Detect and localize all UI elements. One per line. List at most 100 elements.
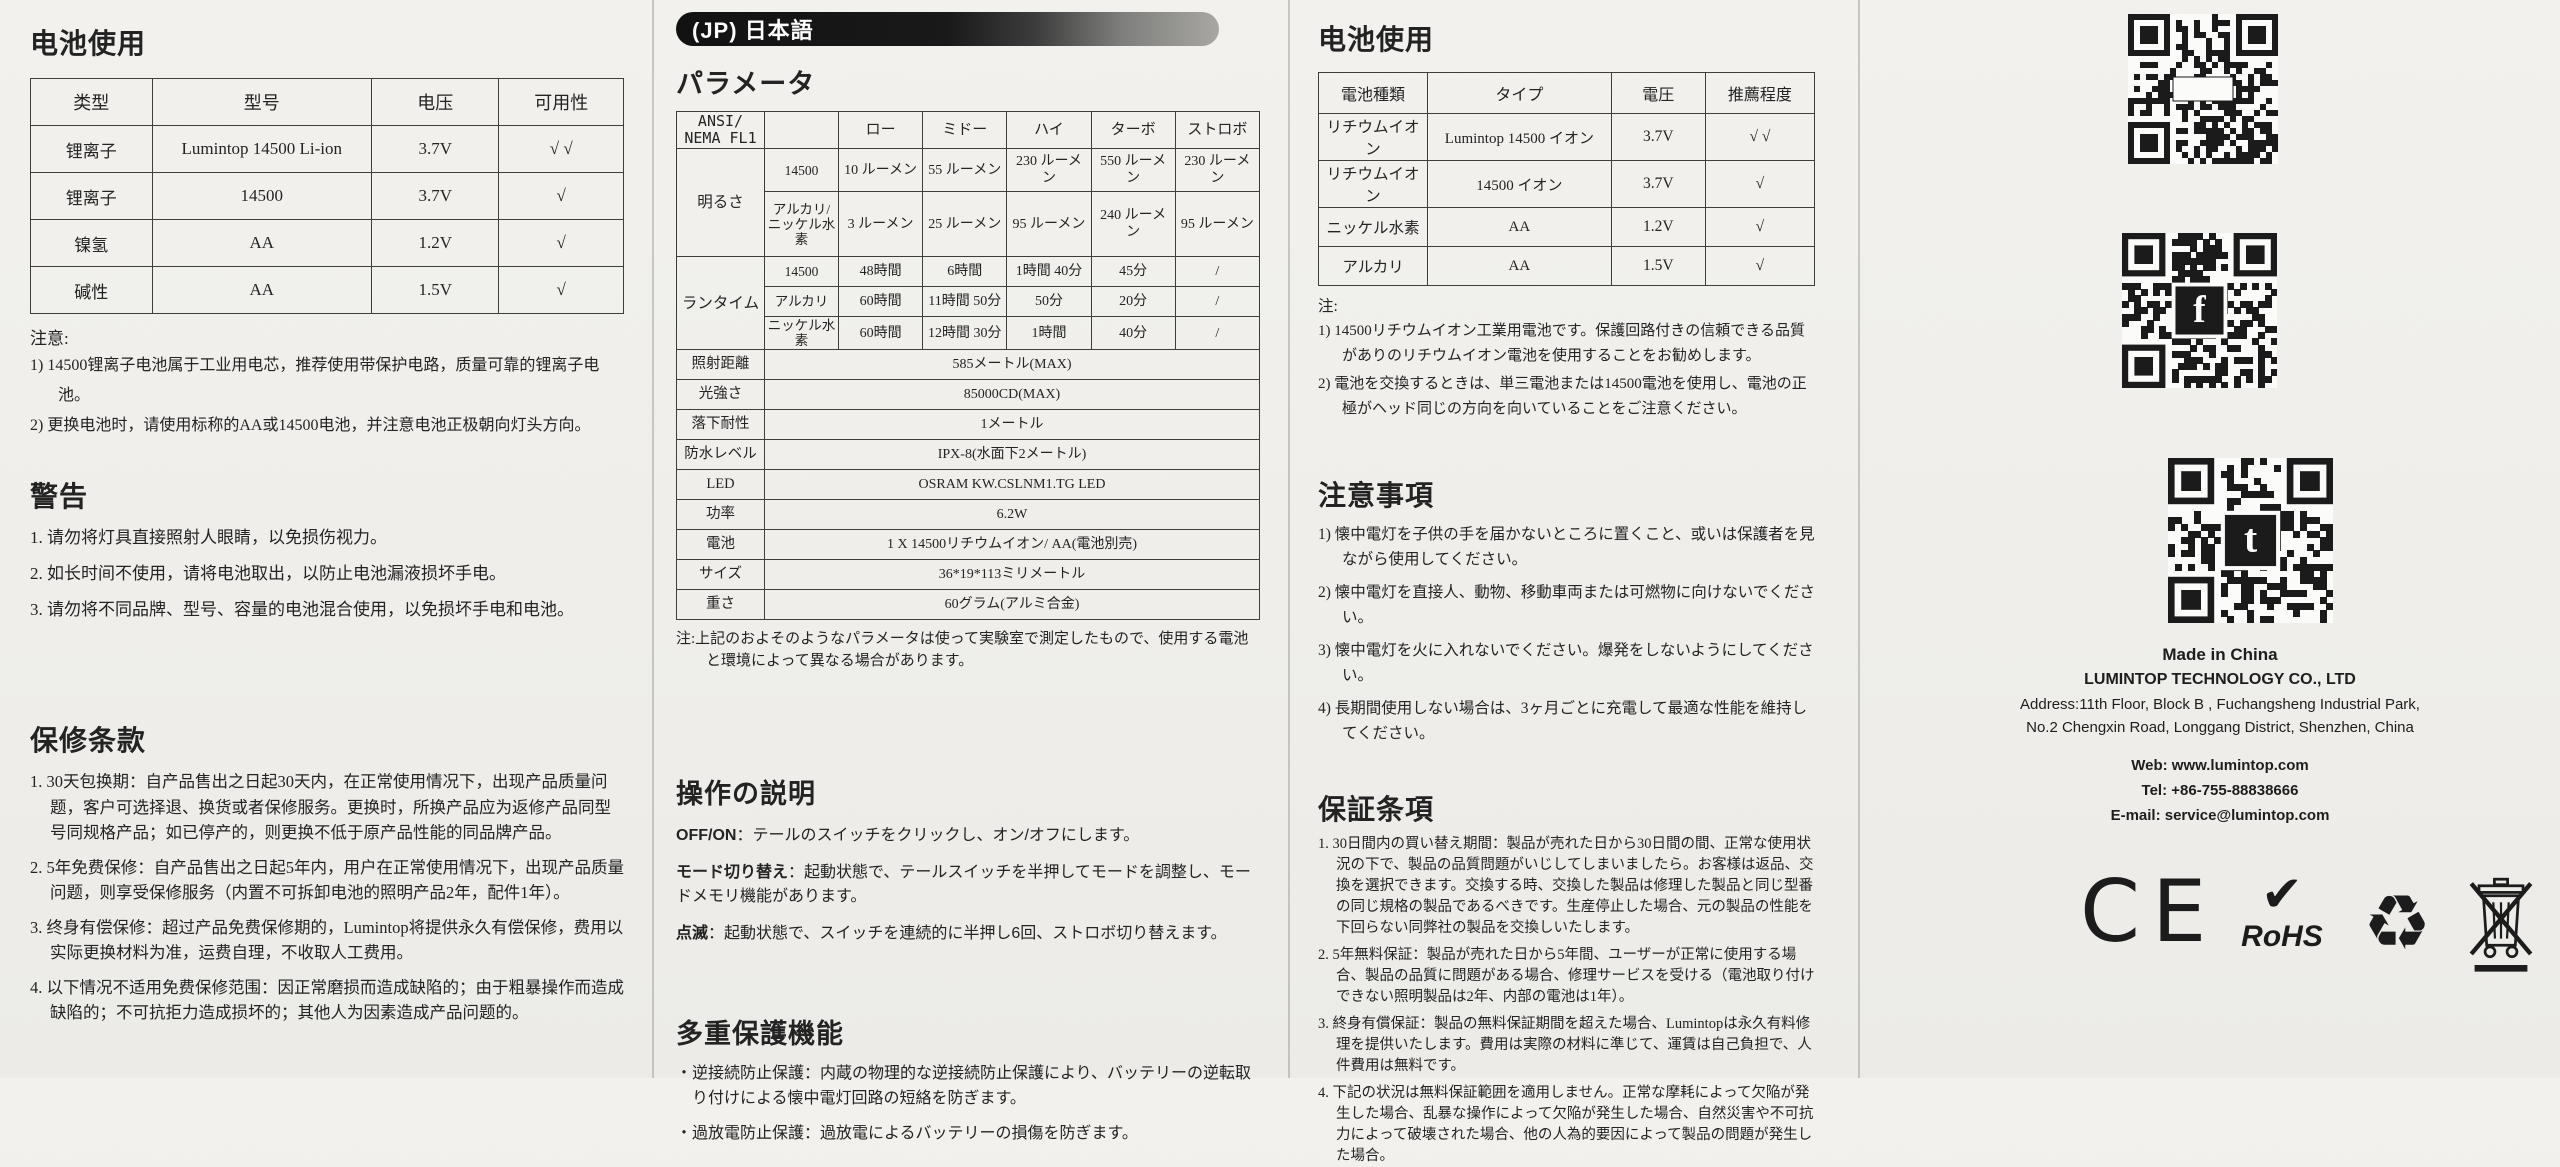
spec-value: 36*19*113ミリメートル [764,559,1260,590]
rohs-mark-icon: ✔ RoHS [2222,866,2342,954]
table-row: アルカリ AA 1.5V √ [1317,246,1816,286]
header-cell: ストロボ [1174,111,1261,149]
table-row: 镍氢 AA 1.2V √ [30,219,624,267]
rohs-checkmark-icon: ✔ [2261,866,2303,922]
header-cell: 型号 [151,78,372,126]
table-header-row: 電池種類 タイプ 電圧 推薦程度 [1317,72,1816,114]
cell: アルカリ/ニッケル水素 [764,191,839,257]
table-row: アルカリ/ニッケル水素 3 ルーメン 25 ルーメン 95 ルーメン 240 ル… [677,191,1261,257]
cell: ニッケル水素 [1317,207,1429,247]
cell: AA [151,266,372,314]
spec-label: 光強さ [676,379,765,410]
cell: 14500 [764,256,839,287]
operation-item-label: OFF/ON [676,827,737,844]
weee-crossed-bin-icon [2469,877,2533,972]
company-phone: Tel: +86-755-88838666 [2141,782,2299,799]
header-cell: タイプ [1427,72,1612,114]
table-row: アルカリ 60時間 11時間 50分 50分 20分 / [677,286,1261,317]
cell: Lumintop 14500 Li-ion [151,125,372,173]
caution-item: 2) 懐中電灯を直接人、動物、移動車両または可燃物に向けないでください。 [1318,584,1815,626]
warranty-list-cn: 1. 30天包换期：自产品售出之日起30天内，在正常使用情况下，出现产品质量问题… [30,769,624,1026]
battery-usage-title-cn: 电池使用 [30,29,147,60]
caution-item: 4) 長期間使用しない場合は、3ヶ月ごとに充電して最適な性能を維持してください。 [1318,700,1808,742]
table-row: 锂离子 14500 3.7V √ [30,172,624,220]
battery-usage-title-jp: 电池使用 [1318,25,1435,56]
header-cell-blank [764,111,839,149]
qr-code-facebook-icon [2122,233,2277,388]
company-address-line1: Address:11th Floor, Block B , Fuchangshe… [2020,696,2420,713]
header-cell: ロー [837,111,924,149]
cell: 3.7V [1610,113,1706,161]
cell: 230 ルーメン [1006,148,1092,192]
cell: リチウムイオン [1317,113,1429,161]
spec-value: 585メートル(MAX) [764,349,1260,380]
spec-row: 防水レベル IPX-8(水面下2メートル) [676,439,1260,470]
cell: 14500 [151,172,372,220]
spec-value: 85000CD(MAX) [764,379,1260,410]
spec-value: 60グラム(アルミ合金) [764,589,1260,620]
company-info: Made in China LUMINTOP TECHNOLOGY CO., L… [1920,645,2520,828]
spec-row: LED OSRAM KW.CSLNM1.TG LED [676,469,1260,500]
cell: アルカリ [764,286,839,317]
cautions-title-jp: 注意事項 [1318,481,1435,512]
table-row: リチウムイオン 14500 イオン 3.7V √ [1317,160,1816,208]
parameters-table-jp: ANSI/ NEMA FL1 ロー ミドー ハイ ターボ ストロボ 明るさ 14… [676,111,1261,620]
cell: 25 ルーメン [922,191,1008,257]
protection-bullet: ・逆接続防止保護：内蔵の物理的な逆接続防止保護により、バッテリーの逆転取り付けに… [676,1065,1252,1107]
warranty-title-jp: 保証条項 [1318,795,1435,826]
jp-language-banner-label: (JP) 日本語 [692,18,814,43]
spec-row: 功率 6.2W [676,499,1260,530]
warning-item: 3. 请勿将不同品牌、型号、容量的电池混合使用，以免损坏手电和电池。 [30,600,574,619]
spec-value: 6.2W [764,499,1260,530]
company-email: E-mail: service@lumintop.com [2110,807,2330,824]
cell: 10 ルーメン [837,148,924,192]
company-website: Web: www.lumintop.com [2131,757,2309,774]
cell: 14500 イオン [1427,160,1612,208]
cell: √ [1704,207,1816,247]
cell: 48時間 [837,256,924,287]
cell: 20分 [1090,286,1176,317]
row-label: 明るさ [676,148,765,257]
cell: ニッケル水素 [764,316,839,350]
back-panel-column: Made in China LUMINTOP TECHNOLOGY CO., L… [1880,0,2560,1078]
table-row: ニッケル水素 60時間 12時間 30分 1時間 40分 / [677,316,1261,350]
operation-title-jp: 操作の説明 [676,779,816,809]
warranty-item: 2. 5年無料保証：製品が売れた日から5年間、ユーザーが正常に使用する場合、製品… [1318,947,1815,1005]
parameters-title-jp: パラメータ [676,69,816,99]
table-row: リチウムイオン Lumintop 14500 イオン 3.7V √ √ [1317,113,1816,161]
warranty-item: 1. 30天包换期：自产品售出之日起30天内，在正常使用情况下，出现产品质量问题… [30,772,611,842]
cell: 240 ルーメン [1090,191,1176,257]
battery-table-jp: 電池種類 タイプ 電圧 推薦程度 リチウムイオン Lumintop 14500 … [1317,72,1816,286]
spec-row: 光強さ 85000CD(MAX) [676,379,1260,410]
warranty-item: 4. 下記の状況は無料保証範囲を適用しません。正常な摩耗によって欠陥が発生した場… [1318,1085,1814,1164]
spec-label: 功率 [676,499,765,530]
caution-item: 1) 懐中電灯を子供の手を届かないところに置くこと、或いは保護者を見ながら使用し… [1318,526,1815,568]
cell: √ √ [498,125,624,173]
table-note: 注:上記のおよそのようなパラメータは使って実験室で測定したもので、使用する電池と… [676,631,1249,669]
header-cell: ミドー [922,111,1008,149]
operation-item: モード切り替え：起動状態で、テールスイッチを半押してモードを調整し、モードメモリ… [676,861,1260,909]
warranty-item: 3. 终身有偿保修：超过产品免费保修期的，Lumintop将提供永久有偿保修，费… [30,917,624,963]
note-item: 2) 電池を交換するときは、単三電池または14500電池を使用し、電池の正極がヘ… [1318,376,1807,417]
cell: AA [1427,207,1612,247]
cell: / [1174,256,1261,287]
table-row: ニッケル水素 AA 1.2V √ [1317,207,1816,247]
cell: 碱性 [30,266,153,314]
warranty-title-cn: 保修条款 [30,726,147,757]
cell: 3 ルーメン [837,191,924,257]
cell: 95 ルーメン [1174,191,1261,257]
table-row: 明るさ 14500 10 ルーメン 55 ルーメン 230 ルーメン 550 ル… [676,148,1261,257]
header-cell: ANSI/ NEMA FL1 [676,111,765,149]
spec-value: IPX-8(水面下2メートル) [764,439,1260,470]
cell: √ √ [1704,113,1816,161]
spec-value: 1 X 14500リチウムイオン/ AA(電池別売) [764,529,1260,560]
cell: √ [498,219,624,267]
cell: 50分 [1006,286,1092,317]
warranty-item: 4. 以下情况不适用免费保修范围：因正常磨损而造成缺陷的；由于粗暴操作而造成缺陷… [30,977,624,1023]
caution-item: 3) 懐中電灯を火に入れないでください。爆発をしないようにしてください。 [1318,642,1814,684]
cell: 3.7V [1610,160,1706,208]
spec-label: 重さ [676,589,765,620]
protection-bullet: ・過放電防止保護：過放電によるバッテリーの損傷を防ぎます。 [676,1125,1138,1142]
warranty-item: 2. 5年免费保修：自产品售出之日起5年内，用户在正常使用情况下，出现产品质量问… [30,857,624,903]
cell: リチウムイオン [1317,160,1429,208]
